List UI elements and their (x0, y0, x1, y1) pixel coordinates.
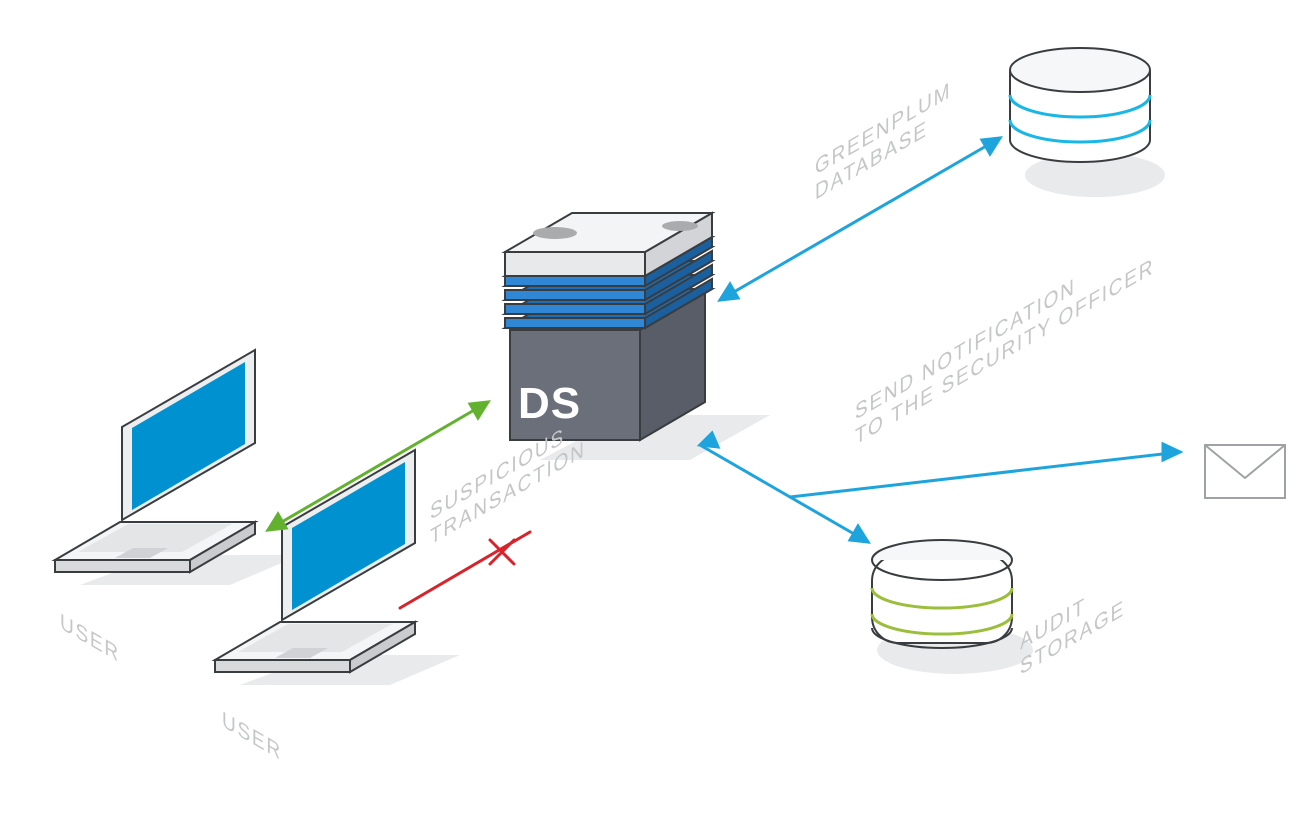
server-ds: DS (505, 213, 770, 460)
database-cylinder (1010, 48, 1165, 197)
laptop-user1 (55, 350, 300, 585)
envelope-icon (1205, 445, 1285, 498)
diagram-svg: DS (0, 0, 1308, 823)
arrow-server-fanout (700, 433, 1180, 542)
audit-storage (872, 540, 1033, 674)
diagram-canvas: DS (0, 0, 1308, 823)
arrow-user2-server (400, 532, 530, 608)
